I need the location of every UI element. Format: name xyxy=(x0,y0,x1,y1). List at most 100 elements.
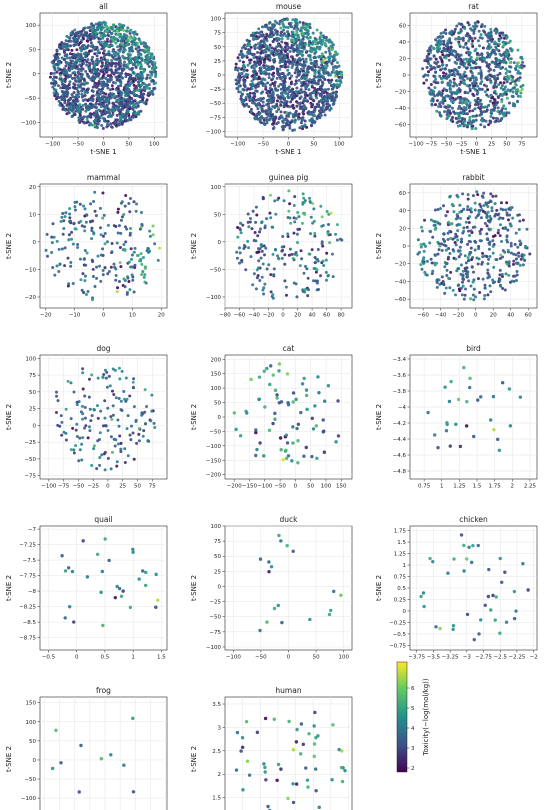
data-point xyxy=(312,91,316,95)
data-point xyxy=(334,91,338,95)
data-point xyxy=(123,94,127,98)
data-point xyxy=(441,96,445,100)
data-point xyxy=(132,83,136,87)
data-point xyxy=(289,221,293,225)
data-point xyxy=(475,190,479,194)
data-point xyxy=(100,123,104,127)
x-tick-label: 0 xyxy=(287,142,291,148)
data-point xyxy=(446,103,450,107)
data-point xyxy=(514,278,518,282)
data-point xyxy=(285,121,289,125)
data-point xyxy=(148,234,152,238)
data-point xyxy=(256,234,260,238)
data-point xyxy=(320,52,324,56)
data-point xyxy=(477,212,481,216)
data-point xyxy=(504,107,508,111)
data-point xyxy=(243,43,247,47)
data-point xyxy=(467,58,471,62)
data-point xyxy=(470,42,474,46)
data-point xyxy=(303,264,307,268)
data-point xyxy=(120,91,124,95)
data-point xyxy=(506,218,510,222)
data-point xyxy=(517,78,521,82)
data-point xyxy=(520,66,524,70)
data-point xyxy=(104,96,108,100)
data-point xyxy=(77,116,81,120)
data-point xyxy=(130,273,134,277)
data-point xyxy=(94,31,98,35)
data-point xyxy=(461,120,465,124)
data-point xyxy=(453,54,457,58)
data-point xyxy=(442,281,446,285)
data-point xyxy=(499,201,503,205)
data-point xyxy=(80,95,84,99)
data-point xyxy=(254,205,258,209)
data-point xyxy=(64,43,68,47)
data-point xyxy=(307,252,311,256)
data-point xyxy=(76,99,80,103)
data-point xyxy=(254,89,258,93)
data-point xyxy=(129,257,133,261)
data-point xyxy=(304,91,308,95)
data-point xyxy=(272,126,276,130)
data-point xyxy=(468,115,472,119)
data-point xyxy=(140,222,144,226)
data-point xyxy=(90,44,94,48)
data-point xyxy=(137,45,141,49)
data-point xyxy=(486,204,490,208)
data-point xyxy=(57,99,61,103)
data-point xyxy=(103,119,107,123)
data-point xyxy=(77,106,81,110)
data-point xyxy=(109,31,113,35)
data-point xyxy=(118,49,122,53)
data-point xyxy=(109,35,113,39)
y-tick-label: −50 xyxy=(209,101,221,107)
data-point xyxy=(264,116,268,120)
data-point xyxy=(453,67,457,71)
data-point xyxy=(140,94,144,98)
data-point xyxy=(117,54,121,58)
data-point xyxy=(272,115,276,119)
data-point xyxy=(80,38,84,42)
y-tick-label: 40 xyxy=(399,40,406,46)
data-point xyxy=(83,58,87,62)
data-point xyxy=(440,67,444,71)
data-point xyxy=(497,42,501,46)
data-point xyxy=(328,54,332,58)
data-point xyxy=(464,42,468,46)
data-point xyxy=(305,49,309,53)
data-point xyxy=(249,217,253,221)
data-point xyxy=(331,94,335,98)
data-point xyxy=(125,43,129,47)
data-point xyxy=(67,44,71,48)
data-point xyxy=(459,99,463,103)
data-point xyxy=(301,23,305,27)
data-point xyxy=(131,115,135,119)
data-point xyxy=(471,256,475,260)
data-point xyxy=(153,86,157,90)
data-point xyxy=(471,194,475,198)
data-point xyxy=(286,37,290,41)
data-point xyxy=(119,84,123,88)
data-point xyxy=(305,125,309,129)
x-tick-label: −10 xyxy=(69,313,81,319)
data-point xyxy=(56,57,60,61)
data-point xyxy=(121,98,125,102)
data-point xyxy=(273,247,277,251)
x-tick-label: −20 xyxy=(452,313,464,319)
data-point xyxy=(119,73,123,77)
data-point xyxy=(120,200,124,204)
data-point xyxy=(287,85,291,89)
data-point xyxy=(295,104,299,108)
data-point xyxy=(112,71,116,75)
data-point xyxy=(149,79,153,83)
data-point xyxy=(307,88,311,92)
data-point xyxy=(310,123,314,127)
data-point xyxy=(284,285,288,289)
data-point xyxy=(273,87,277,91)
data-point xyxy=(422,262,426,266)
data-point xyxy=(264,45,268,49)
data-point xyxy=(516,213,520,217)
x-tick-label: 10 xyxy=(129,313,136,319)
data-point xyxy=(75,42,79,46)
